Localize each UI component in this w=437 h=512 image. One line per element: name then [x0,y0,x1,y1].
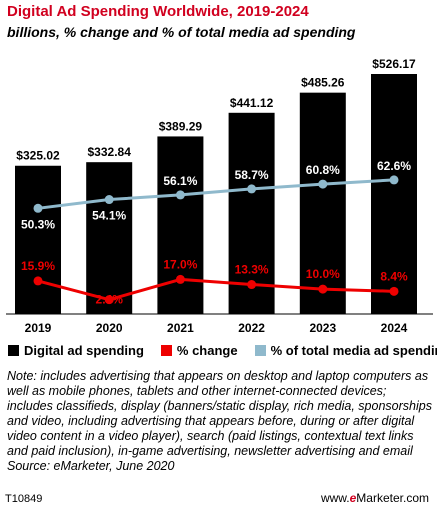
brand-name: Marketer [356,491,403,505]
share-of-total-point [104,195,114,205]
brand-logo-e: e [349,491,357,505]
percent-change-line [37,277,395,302]
share-of-total-label: 60.8% [306,163,340,177]
share-of-total-point [318,179,328,189]
share-of-total-point [175,190,185,200]
bar-digital-ad-spending [371,74,417,314]
percent-change-point [33,276,43,286]
percent-change-point [318,284,328,294]
percent-change-label: 15.9% [21,259,55,273]
share-of-total-line [37,178,395,210]
legend-label: % change [176,343,238,358]
legend-item-percent-change: % change [160,343,238,358]
percent-change-point [104,295,114,305]
share-of-total-label: 50.3% [21,217,55,231]
chart-id: T10849 [5,493,43,505]
bar-value-label: $441.12 [230,96,274,110]
bar-value-label: $389.29 [159,119,203,133]
x-tick-label: 2020 [96,321,123,335]
chart-title: Digital Ad Spending Worldwide, 2019-2024 [7,3,309,20]
bar-value-label: $485.26 [301,76,345,90]
x-tick-label: 2024 [381,321,408,335]
percent-change-label: 10.0% [306,267,340,281]
bar-digital-ad-spending [157,136,204,314]
legend: Digital ad spending % change % of total … [8,343,437,358]
percent-change-point [389,286,399,296]
x-tick-label: 2022 [238,321,265,335]
share-of-total-point [247,184,257,194]
chart-note: Note: includes advertising that appears … [7,369,432,474]
share-of-total-label: 54.1% [92,209,126,223]
share-of-total-label: 62.6% [377,159,411,173]
bar-digital-ad-spending [15,165,61,314]
percent-change-label: 8.4% [380,269,408,283]
bar-digital-ad-spending [86,162,133,314]
chart-subtitle: billions, % change and % of total media … [7,24,356,40]
legend-swatch-share [254,345,266,356]
legend-swatch-bar [8,345,19,356]
percent-change-label: 2.4% [96,293,124,307]
share-of-total-label: 56.1% [163,174,197,188]
bar-value-label: $325.02 [16,149,60,163]
percent-change-point [175,274,185,284]
note-text: Note: includes advertising that appears … [7,369,432,458]
share-of-total-point [389,175,399,185]
source-text: Source: eMarketer, June 2020 [7,459,175,473]
x-tick-label: 2021 [167,321,194,335]
brand-link[interactable]: www.eMarketer.com [321,491,429,505]
brand-suffix: .com [402,491,429,505]
brand-prefix: www. [320,491,350,505]
percent-change-label: 17.0% [163,257,197,271]
x-tick-label: 2019 [25,321,52,335]
legend-item-digital-ad-spending: Digital ad spending [8,343,144,358]
legend-label: % of total media ad spending [270,343,437,358]
legend-item-share-of-total: % of total media ad spending [254,343,437,358]
bar-value-label: $526.17 [372,57,416,71]
percent-change-label: 13.3% [235,263,269,277]
legend-label: Digital ad spending [24,343,144,358]
share-of-total-label: 58.7% [235,168,269,182]
legend-swatch-change [160,345,172,356]
bar-digital-ad-spending [299,92,346,314]
share-of-total-point [33,203,43,213]
bar-value-label: $332.84 [88,145,132,159]
percent-change-point [247,280,257,290]
combo-chart: $325.02 $332.84 $389.29 $441.12 $485.26 $526.… [6,57,433,335]
x-tick-label: 2023 [309,321,336,335]
